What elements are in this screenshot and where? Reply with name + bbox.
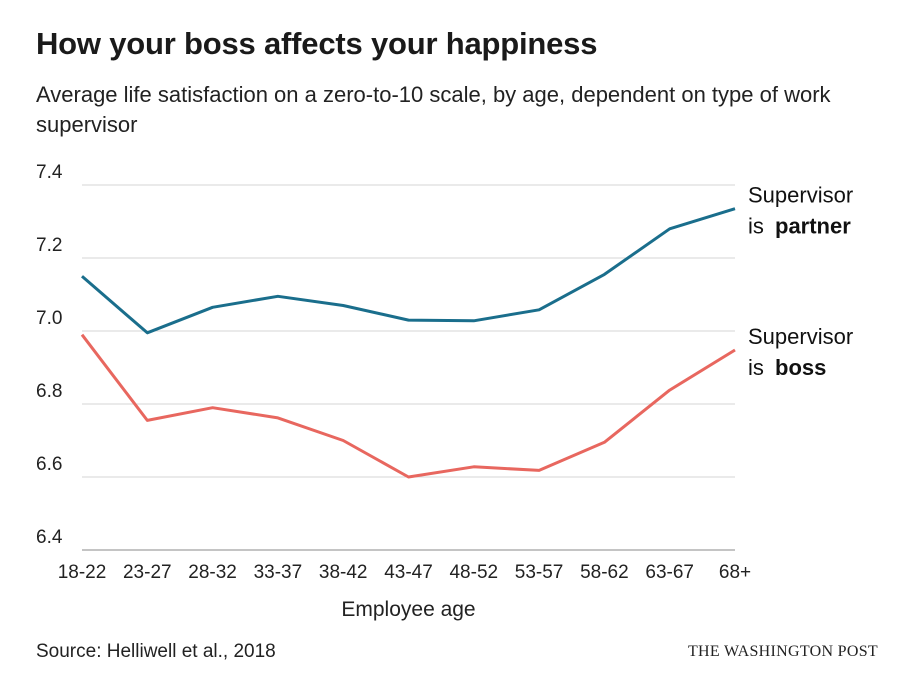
series-label-emphasis: partner (775, 214, 851, 239)
y-tick-label: 7.4 (36, 162, 63, 183)
x-tick-label: 48-52 (449, 562, 498, 583)
series-lines (80, 207, 736, 479)
x-axis-label: Employee age (341, 598, 475, 621)
series-label-line2: is boss (748, 355, 826, 380)
x-tick-label: 18-22 (58, 562, 107, 583)
x-tick-label: 23-27 (123, 562, 172, 583)
publisher-logo-text: THE WASHINGTON POST (687, 643, 878, 660)
x-tick-label: 38-42 (319, 562, 368, 583)
y-tick-label: 6.4 (36, 527, 63, 548)
series-label-prefix: is (748, 214, 770, 239)
series-label-line2: is partner (748, 214, 851, 239)
series-labels: Supervisor is partner Supervisor is boss (748, 183, 853, 380)
x-tick-label: 43-47 (384, 562, 433, 583)
source-note: Source: Helliwell et al., 2018 (36, 641, 276, 662)
series-label-emphasis: boss (775, 355, 826, 380)
x-tick-label: 63-67 (645, 562, 694, 583)
x-tick-label: 58-62 (580, 562, 629, 583)
series-label-line1: Supervisor (748, 183, 853, 208)
y-tick-label: 6.6 (36, 454, 62, 475)
series-line-boss (80, 333, 736, 479)
chart-subtitle: Average life satisfaction on a zero-to-1… (36, 82, 831, 137)
chart-title: How your boss affects your happiness (36, 26, 598, 61)
x-tick-label: 33-37 (254, 562, 303, 583)
series-label-prefix: is (748, 355, 770, 380)
y-tick-label: 6.8 (36, 381, 62, 402)
series-label-line1: Supervisor (748, 324, 853, 349)
series-line-partner (81, 207, 736, 335)
x-tick-label: 28-32 (188, 562, 237, 583)
x-tick-label: 53-57 (515, 562, 564, 583)
grid-lines (82, 184, 735, 551)
x-axis-ticks: 18-22 23-27 28-32 33-37 38-42 43-47 48-52 53-57… (58, 562, 751, 583)
y-tick-label: 7.2 (36, 235, 62, 256)
y-tick-label: 7.0 (36, 308, 62, 329)
y-axis-ticks: 7.4 7.2 7.0 6.8 6.6 6.4 (36, 162, 63, 548)
x-tick-label: 68+ (719, 562, 751, 583)
